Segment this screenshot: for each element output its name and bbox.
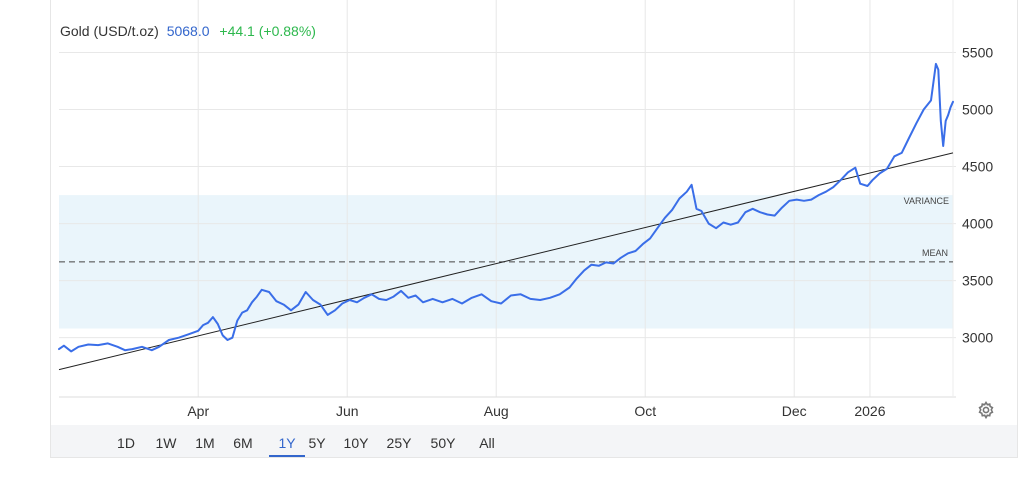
range-button-25y[interactable]: 25Y bbox=[386, 435, 412, 451]
trend-line bbox=[58, 152, 954, 371]
y-tick-label: 3000 bbox=[962, 330, 993, 346]
x-tick-label: 2026 bbox=[854, 403, 885, 419]
range-button-all[interactable]: All bbox=[479, 435, 495, 451]
y-tick-label: 4500 bbox=[962, 159, 993, 175]
chart-header: Gold (USD/t.oz) 5068.0 +44.1 (+0.88%) bbox=[60, 23, 316, 39]
range-button-6m[interactable]: 6M bbox=[233, 435, 253, 451]
y-tick-label: 5500 bbox=[962, 44, 993, 60]
price-change: +44.1 (+0.88%) bbox=[219, 23, 316, 39]
x-tick-label: Aug bbox=[484, 403, 509, 419]
y-tick-label: 4000 bbox=[962, 216, 993, 232]
y-tick-label: 3500 bbox=[962, 273, 993, 289]
x-tick-label: Oct bbox=[634, 403, 656, 419]
current-price: 5068.0 bbox=[166, 23, 210, 39]
range-button-1y[interactable]: 1Y bbox=[269, 425, 305, 457]
gold-price-chart[interactable]: 3000 3500 4000 4500 5000 5500 Apr Jun Aug Oct Dec 2… bbox=[0, 0, 1030, 425]
gear-icon[interactable] bbox=[976, 400, 996, 420]
instrument-name: Gold (USD/t.oz) bbox=[60, 23, 159, 39]
range-button-5y[interactable]: 5Y bbox=[308, 435, 326, 451]
x-tick-label: Jun bbox=[336, 403, 359, 419]
x-tick-label: Dec bbox=[782, 403, 807, 419]
mean-label: MEAN bbox=[922, 248, 948, 258]
range-button-1m[interactable]: 1M bbox=[195, 435, 215, 451]
range-button-50y[interactable]: 50Y bbox=[430, 435, 456, 451]
variance-label: VARIANCE bbox=[904, 196, 949, 206]
x-tick-label: Apr bbox=[187, 403, 209, 419]
range-button-10y[interactable]: 10Y bbox=[343, 435, 369, 451]
price-line bbox=[58, 62, 954, 353]
range-selector: 1D 1W 1M 6M 1Y 5Y 10Y 25Y 50Y All bbox=[51, 425, 1017, 457]
y-tick-label: 5000 bbox=[962, 102, 993, 118]
range-button-1w[interactable]: 1W bbox=[155, 435, 177, 451]
range-button-1d[interactable]: 1D bbox=[117, 435, 135, 451]
